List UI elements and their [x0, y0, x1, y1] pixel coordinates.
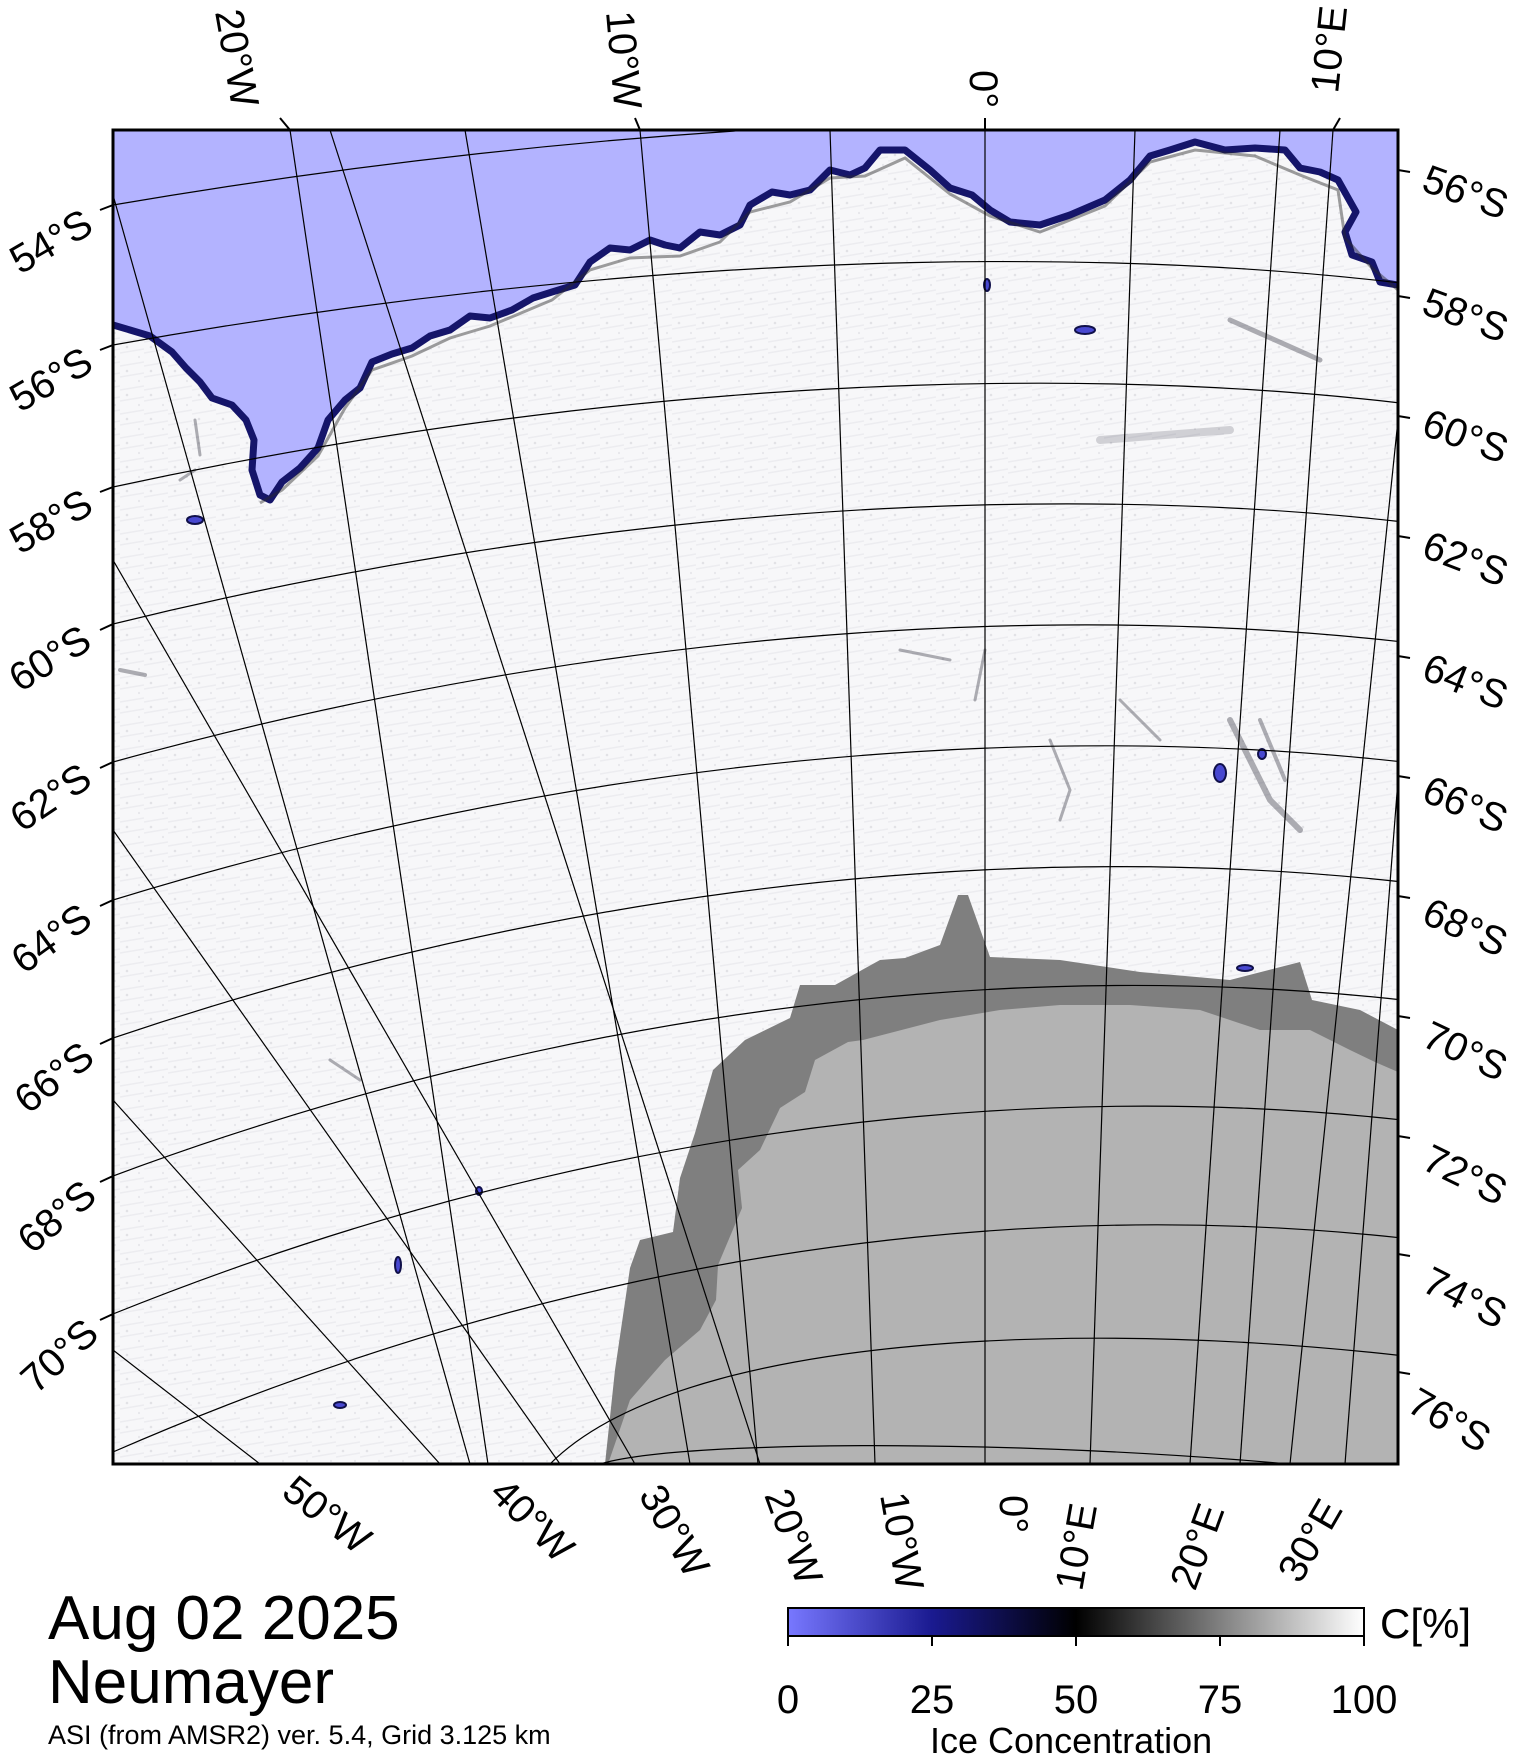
colorbar-tick-label: 0	[776, 1678, 800, 1722]
bottom-lon-label: 10°W	[871, 1489, 931, 1594]
bottom-lon-label: 40°W	[482, 1470, 583, 1571]
right-lat-label: 62°S	[1417, 523, 1514, 595]
bottom-lon-label: 10°E	[1048, 1500, 1106, 1593]
frame-ticks	[99, 117, 1411, 1375]
left-latitude-labels: 54°S 56°S 58°S 60°S 62°S 64°S 66°S 68°S …	[1, 201, 106, 1402]
left-lat-label: 70°S	[13, 1311, 107, 1402]
right-lat-label: 70°S	[1416, 1013, 1514, 1090]
left-lat-label: 60°S	[1, 617, 98, 701]
colorbar-tick-label: 100	[1330, 1678, 1398, 1722]
polynya-spots	[186, 278, 1267, 1409]
left-lat-label: 54°S	[3, 201, 100, 283]
left-lat-label: 58°S	[3, 481, 100, 563]
left-lat-label: 62°S	[2, 755, 99, 840]
graticule	[113, 130, 1398, 1464]
right-lat-label: 60°S	[1417, 401, 1514, 472]
right-lat-label: 64°S	[1417, 646, 1514, 719]
right-latitude-labels: 56°S 58°S 60°S 62°S 64°S 66°S 68°S 70°S …	[1401, 157, 1514, 1461]
ice-edge-inner-dark	[259, 148, 1398, 505]
left-lat-label: 64°S	[3, 895, 99, 982]
bottom-lon-label: 30°E	[1270, 1492, 1352, 1589]
bottom-lon-label: 20°W	[756, 1483, 831, 1591]
colorbar	[787, 1607, 1365, 1646]
bottom-longitude-labels: 50°W 40°W 30°W 20°W 10°W 0° 10°E 20°E 30…	[274, 1467, 1351, 1595]
right-lat-label: 56°S	[1417, 157, 1514, 228]
bottom-lon-label: 0°	[991, 1495, 1035, 1533]
colorbar-title: Ice Concentration	[930, 1720, 1213, 1761]
left-lat-label: 68°S	[10, 1172, 105, 1262]
map-frame	[111, 128, 1400, 1466]
ice-texture-dark-streaks	[118, 317, 1323, 1082]
right-lat-label: 68°S	[1416, 890, 1514, 966]
top-lon-label: 0°	[961, 70, 1005, 108]
open-water-region	[113, 130, 1398, 500]
right-lat-label: 58°S	[1417, 280, 1514, 351]
right-lat-label: 72°S	[1416, 1137, 1514, 1215]
top-lon-label: 10°E	[1303, 4, 1356, 95]
right-lat-label: 66°S	[1416, 768, 1513, 843]
top-lon-label: 20°W	[206, 6, 266, 111]
colorbar-tick-label: 50	[1053, 1678, 1099, 1722]
bottom-lon-label: 30°W	[630, 1478, 717, 1585]
colorbar-tick-label: 25	[909, 1678, 955, 1722]
right-lat-label: 74°S	[1416, 1259, 1514, 1338]
data-source: ASI (from AMSR2) ver. 5.4, Grid 3.125 km	[48, 1720, 551, 1750]
colorbar-unit: C[%]	[1380, 1600, 1472, 1647]
colorbar-gradient	[787, 1607, 1365, 1637]
station-name: Neumayer	[48, 1648, 334, 1717]
antarctic-continent	[608, 1005, 1398, 1464]
right-lat-label: 76°S	[1401, 1380, 1498, 1462]
colorbar-tick-label: 75	[1197, 1678, 1243, 1722]
ice-edge-coastline	[113, 138, 1398, 504]
top-longitude-labels: 20°W 10°W 0° 10°E	[206, 4, 1356, 111]
map-date: Aug 02 2025	[48, 1584, 400, 1653]
bottom-lon-label: 50°W	[274, 1467, 379, 1562]
top-lon-label: 10°W	[597, 9, 649, 111]
left-lat-label: 66°S	[6, 1034, 102, 1122]
left-lat-label: 56°S	[3, 339, 100, 421]
bottom-lon-label: 20°E	[1162, 1498, 1233, 1595]
